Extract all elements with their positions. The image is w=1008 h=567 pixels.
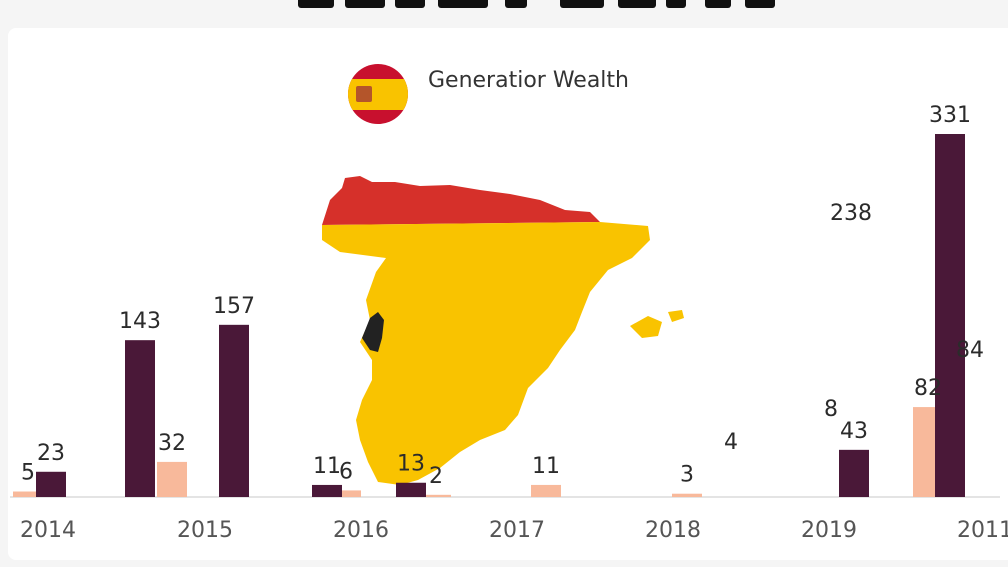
bar-light-label-2017: 2	[429, 464, 443, 489]
x-tick-2016: 2016	[333, 518, 389, 543]
bars-dark-series	[36, 134, 965, 497]
bar-dark-2015	[125, 340, 155, 497]
bar-light-label-2015: 32	[158, 431, 186, 456]
extra-label-0: 4	[724, 430, 738, 455]
bar-light-2019	[672, 493, 702, 497]
extra-label-1: 8	[824, 397, 838, 422]
bar-light-label-2011: 82	[914, 376, 942, 401]
bar-dark-label-2011: 331	[929, 103, 971, 128]
bar-dark-label-2017: 11	[313, 454, 341, 479]
chart-title: Generatior Wealth	[428, 68, 629, 93]
x-tick-2011: 2011	[957, 518, 1008, 543]
bar-light-2017	[421, 494, 451, 497]
spain-flag-icon	[348, 64, 408, 124]
bar-dark-2016	[219, 324, 249, 497]
bar-dark-label-2018: 13	[397, 452, 425, 477]
bar-light-2018	[531, 484, 561, 497]
bar-dark-2019	[839, 449, 869, 497]
bar-light-2015	[157, 461, 187, 497]
extra-labels: 4 8 84 238	[724, 201, 984, 455]
x-tick-2017: 2017	[489, 518, 545, 543]
x-axis-ticks: 2014 2015 2016 2017 2018 2019 2011	[20, 518, 1008, 543]
bar-light-label-2016: 6	[339, 459, 353, 484]
bar-dark-2014	[36, 471, 66, 497]
bar-dark-label-2016: 157	[213, 294, 255, 319]
bar-light-2016	[331, 490, 361, 497]
bar-dark-2018	[396, 482, 426, 497]
x-tick-2015: 2015	[177, 518, 233, 543]
bar-light-2014	[13, 491, 43, 497]
bar-dark-label-2015: 143	[119, 309, 161, 334]
extra-label-3: 238	[830, 201, 872, 226]
bar-dark-label-2014: 23	[37, 441, 65, 466]
spain-map-icon	[322, 176, 684, 485]
x-tick-2014: 2014	[20, 518, 76, 543]
bars-light-series	[13, 407, 943, 497]
extra-label-2: 84	[956, 338, 984, 363]
bar-light-label-2018: 11	[532, 454, 560, 479]
bar-dark-label-2019: 43	[840, 419, 868, 444]
value-labels: 5 32 6 2 11 3 82 23 143 157 11 13 43 331	[21, 103, 971, 489]
bar-dark-2017	[312, 484, 342, 497]
bar-dark-2011	[935, 134, 965, 497]
x-tick-2019: 2019	[801, 518, 857, 543]
bar-light-label-2014: 5	[21, 461, 35, 486]
x-tick-2018: 2018	[645, 518, 701, 543]
bar-light-label-2019: 3	[680, 463, 694, 488]
top-banner-cutoff	[0, 0, 1008, 28]
